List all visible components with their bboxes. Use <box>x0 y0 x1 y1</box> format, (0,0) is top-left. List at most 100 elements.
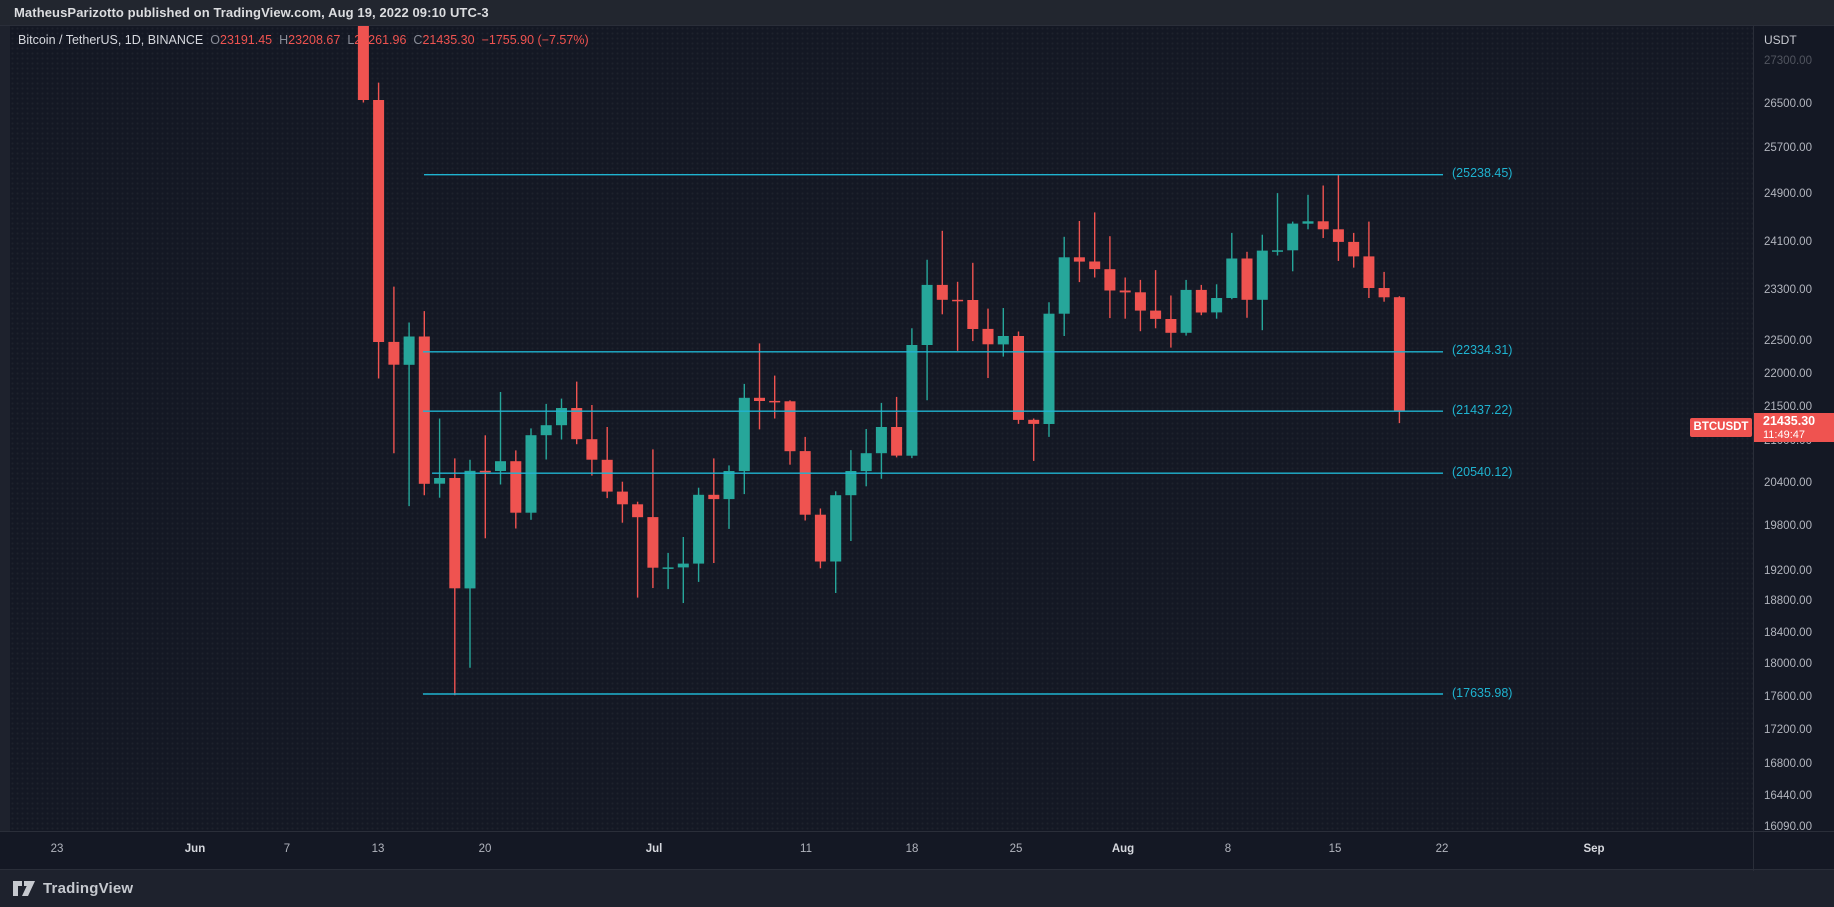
tradingview-logo-text: TradingView <box>43 880 134 897</box>
candle-body <box>1241 258 1253 300</box>
price-tick: 16800.00 <box>1764 758 1812 771</box>
ohlc-value: 23208.67 <box>288 33 341 47</box>
time-tick-day: 25 <box>1009 843 1023 855</box>
symbol-price-badge: BTCUSDT <box>1690 418 1752 438</box>
time-tick-month: Sep <box>1583 843 1605 855</box>
candle-body <box>754 397 765 401</box>
time-tick-day: 7 <box>283 843 291 855</box>
candle-body <box>1226 258 1238 298</box>
time-axis[interactable]: 23 Jun 7 13 20 Jul 11 18 25 Aug 8 15 22 Sep <box>0 831 1834 871</box>
price-tick: 17200.00 <box>1764 724 1812 737</box>
ohlc-value: 21435.30 <box>422 33 475 47</box>
drawing-labels-overlay: (25238.45) (22334.31) (21437.22) (20540.12)… <box>1452 166 1513 700</box>
bar-countdown: 11:49:47 <box>1763 429 1806 442</box>
price-tick: 19800.00 <box>1764 520 1812 533</box>
candle-body <box>1150 310 1162 319</box>
ohlc-key: C <box>413 33 423 47</box>
candle-body <box>647 517 659 568</box>
candlestick-chart-svg[interactable] <box>0 26 1753 870</box>
time-tick-day: 13 <box>371 843 385 855</box>
ohlc-key: O <box>210 33 220 47</box>
candle-body <box>982 328 994 345</box>
time-tick-month: Jun <box>184 843 206 855</box>
candle-body <box>799 451 811 515</box>
candle-body <box>449 478 461 589</box>
price-tick: 22500.00 <box>1764 335 1812 348</box>
price-tick: 25700.00 <box>1764 142 1812 155</box>
candle-body <box>403 336 415 365</box>
level-price-label[interactable]: (20540.12) <box>1452 464 1513 479</box>
candle-body <box>571 408 583 440</box>
attribution-bar: MatheusParizotto published on TradingVie… <box>0 0 1834 26</box>
candle-body <box>357 26 369 101</box>
ohlc-value: 23191.45 <box>220 33 273 47</box>
candle-body <box>1287 223 1299 251</box>
candle-body <box>1165 319 1177 333</box>
candle-body <box>830 495 842 562</box>
tradingview-logo[interactable]: TradingView <box>13 880 133 897</box>
attribution-text: MatheusParizotto published on TradingVie… <box>14 5 489 20</box>
price-tick: 20400.00 <box>1764 477 1812 490</box>
price-tick: 26500.00 <box>1764 98 1812 110</box>
price-tick: 18000.00 <box>1764 658 1812 671</box>
time-tick-month: Jul <box>645 843 663 855</box>
price-tick: 19200.00 <box>1764 564 1812 577</box>
price-tick: 17600.00 <box>1764 691 1812 703</box>
candle-body <box>1089 261 1101 270</box>
candle-body <box>1104 269 1116 291</box>
price-tick: 16440.00 <box>1764 789 1812 802</box>
candle-body <box>1211 298 1223 313</box>
candle-body <box>967 300 979 329</box>
candle-body <box>875 427 887 454</box>
candle-body <box>1013 336 1024 420</box>
candle-body <box>1043 313 1055 424</box>
candle-body <box>1256 250 1268 300</box>
candle-body <box>495 461 506 471</box>
legend-change: −1755.90 (−7.57%) <box>481 33 589 47</box>
level-price-label[interactable]: (22334.31) <box>1452 343 1513 358</box>
time-tick-day: 20 <box>478 843 492 855</box>
candle-body <box>1028 419 1040 424</box>
candle-body <box>860 453 872 472</box>
candle-body <box>1317 221 1329 230</box>
level-price-label[interactable]: (21437.22) <box>1452 402 1513 417</box>
candle-body <box>616 491 628 505</box>
candle-body <box>769 400 781 403</box>
candle-body <box>601 459 613 492</box>
price-tick: 18800.00 <box>1764 595 1812 608</box>
candle-body <box>1363 256 1375 288</box>
ohlc-key: L <box>347 33 355 47</box>
candle-body <box>586 439 598 460</box>
symbol-title: Bitcoin / TetherUS, 1D, BINANCE <box>18 33 204 47</box>
candle-body <box>1058 257 1070 314</box>
time-tick-day: 15 <box>1328 843 1342 855</box>
candle-body <box>464 470 476 589</box>
time-tick-day: 8 <box>1224 843 1232 855</box>
level-price-label[interactable]: (25238.45) <box>1452 166 1513 181</box>
time-tick-day: 18 <box>905 843 919 855</box>
candle-body <box>906 345 918 456</box>
candle-body <box>997 336 1009 345</box>
candle-body <box>952 299 964 302</box>
time-axis-corner-divider <box>1753 832 1754 871</box>
time-tick-month: Aug <box>1111 843 1135 855</box>
time-tick-day: 11 <box>800 843 812 855</box>
candle-body <box>708 494 720 500</box>
tradingview-logo-icon <box>13 881 35 896</box>
candle-body <box>434 478 446 484</box>
candle-body <box>1378 288 1390 298</box>
candle-body <box>1332 229 1344 242</box>
candle-body <box>1302 221 1314 224</box>
price-tick: 22000.00 <box>1764 367 1812 380</box>
price-tick: 24900.00 <box>1764 188 1812 201</box>
candle-body <box>373 100 385 342</box>
candle-body <box>1348 241 1360 257</box>
level-price-label[interactable]: (17635.98) <box>1452 685 1513 700</box>
last-price-value: 21435.30 <box>1763 414 1816 429</box>
candle-body <box>677 563 689 568</box>
candle-body <box>814 514 826 562</box>
price-tick: 16090.00 <box>1764 820 1812 833</box>
price-axis[interactable]: USDT 27300.00 26500.00 25700.00 24900.00 241… <box>1753 26 1834 870</box>
candle-body <box>418 336 430 484</box>
